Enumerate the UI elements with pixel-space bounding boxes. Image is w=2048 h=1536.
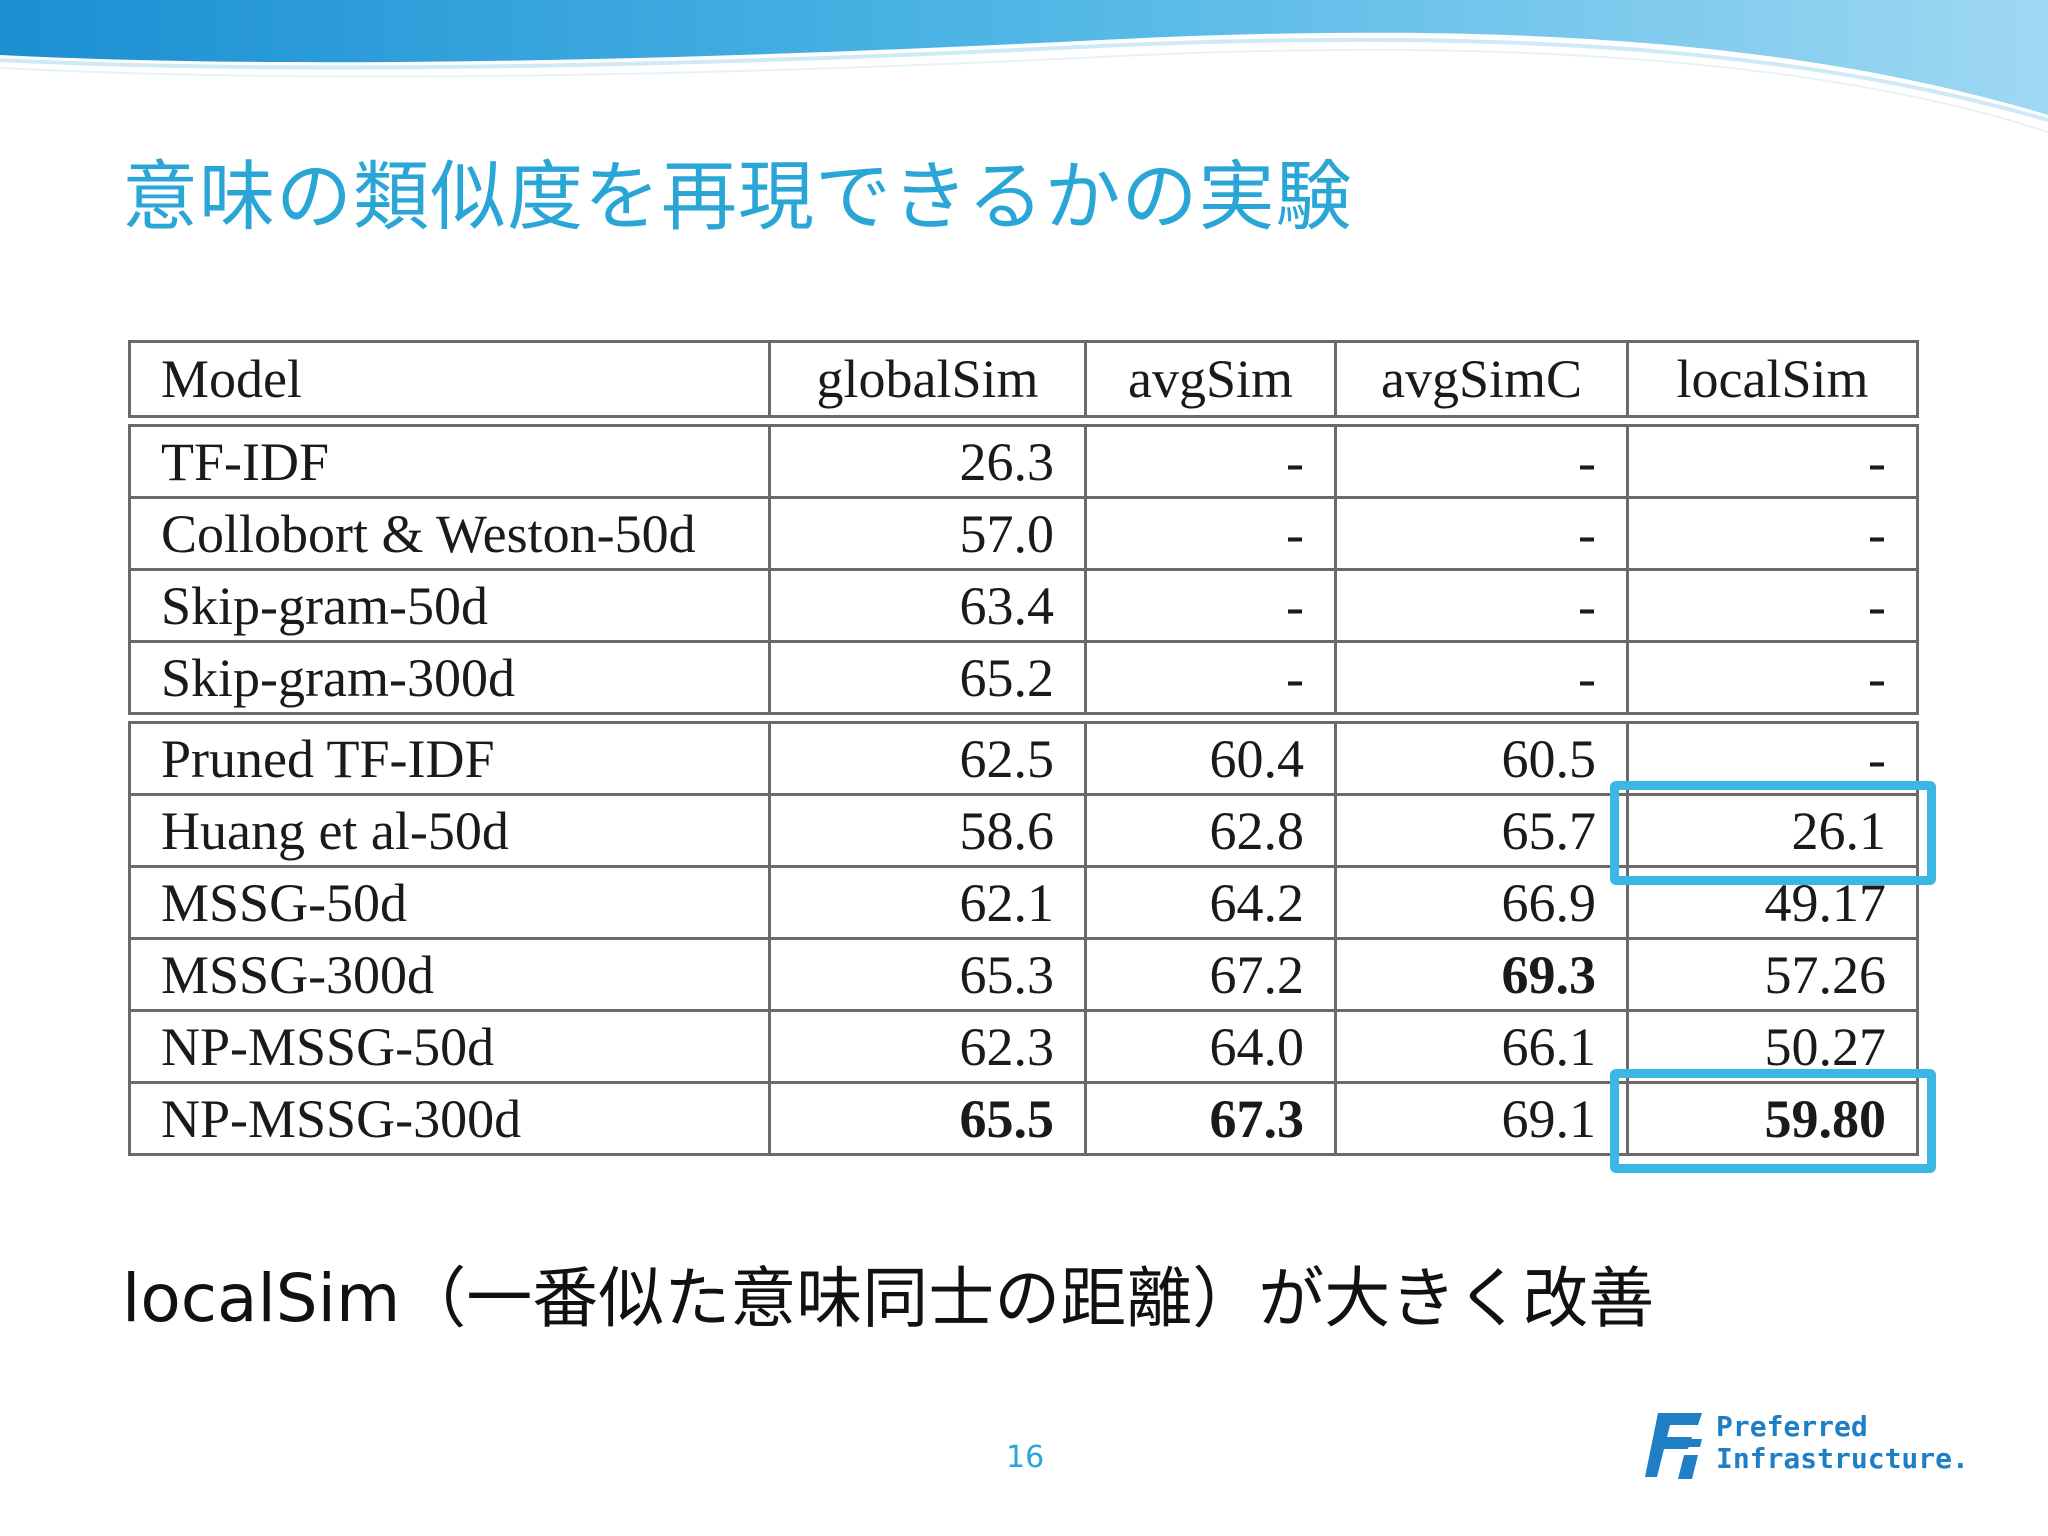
table-row: NP-MSSG-300d 65.5 67.3 69.1 59.80: [128, 1081, 1919, 1156]
score-cell: 69.1: [1334, 1081, 1629, 1156]
score-cell: 62.5: [768, 721, 1087, 796]
score-cell: 59.80: [1626, 1081, 1919, 1156]
score-cell: 69.3: [1334, 937, 1629, 1012]
score-cell: -: [1626, 568, 1919, 643]
highlight-box-huang-localsim: [1609, 780, 1936, 885]
score-cell: 65.2: [768, 640, 1087, 715]
score-cell: -: [1334, 640, 1629, 715]
score-cell: -: [1084, 496, 1337, 571]
score-cell: 65.7: [1334, 793, 1629, 868]
score-cell: -: [1084, 568, 1337, 643]
model-name-cell: NP-MSSG-50d: [128, 1009, 771, 1084]
score-cell: 60.5: [1334, 721, 1629, 796]
table-header-cell: avgSimC: [1334, 340, 1629, 418]
company-logo: Preferred Infrastructure.: [1640, 1405, 1970, 1485]
score-cell: 26.3: [768, 424, 1087, 499]
score-cell: -: [1626, 424, 1919, 499]
score-cell: 66.9: [1334, 865, 1629, 940]
score-cell: 65.3: [768, 937, 1087, 1012]
score-cell: 62.3: [768, 1009, 1087, 1084]
table-header-cell: localSim: [1626, 340, 1919, 418]
score-cell: 26.1: [1626, 793, 1919, 868]
score-cell: 64.0: [1084, 1009, 1337, 1084]
model-name-cell: NP-MSSG-300d: [128, 1081, 771, 1156]
score-cell: 58.6: [768, 793, 1087, 868]
score-cell: -: [1626, 496, 1919, 571]
table-group-gap: [130, 714, 1918, 723]
table-row: Huang et al-50d 58.6 62.8 65.7 26.1: [128, 793, 1919, 868]
header-wave-decoration: [0, 0, 2048, 133]
model-name-cell: Pruned TF-IDF: [128, 721, 771, 796]
slide-caption: localSim（一番似た意味同士の距離）が大きく改善: [122, 1260, 1655, 1337]
model-name-cell: TF-IDF: [128, 424, 771, 499]
table-row: MSSG-300d 65.3 67.2 69.3 57.26: [128, 937, 1919, 1012]
score-cell: -: [1084, 424, 1337, 499]
score-cell: 57.0: [768, 496, 1087, 571]
results-table: Model globalSim avgSim avgSimC localSim TF-ID…: [128, 340, 1919, 1156]
pfi-logo-icon: [1645, 1413, 1702, 1479]
highlight-box-npmssg300-localsim: [1609, 1068, 1936, 1173]
score-cell: 62.1: [768, 865, 1087, 940]
model-name-cell: Huang et al-50d: [128, 793, 771, 868]
model-name-cell: Skip-gram-300d: [128, 640, 771, 715]
score-cell: 57.26: [1626, 937, 1919, 1012]
logo-text: Preferred Infrastructure.: [1716, 1411, 1969, 1475]
model-name-cell: Collobort & Weston-50d: [128, 496, 771, 571]
logo-line1: Preferred: [1716, 1410, 1868, 1443]
logo-line2: Infrastructure.: [1716, 1442, 1969, 1475]
score-cell: 63.4: [768, 568, 1087, 643]
score-cell: -: [1334, 568, 1629, 643]
results-table-container: Model globalSim avgSim avgSimC localSim TF-ID…: [128, 340, 1936, 1173]
score-cell: 60.4: [1084, 721, 1337, 796]
table-row: TF-IDF 26.3- - -: [128, 424, 1919, 499]
score-cell: -: [1626, 640, 1919, 715]
score-cell: 67.3: [1084, 1081, 1337, 1156]
slide-title: 意味の類似度を再現できるかの実験: [122, 152, 1353, 241]
page-number: 16: [1006, 1440, 1045, 1475]
model-name-cell: MSSG-300d: [128, 937, 771, 1012]
table-row: Pruned TF-IDF 62.5 60.4 60.5-: [128, 721, 1919, 796]
score-cell: 64.2: [1084, 865, 1337, 940]
table-row: Skip-gram-50d 63.4- - -: [128, 568, 1919, 643]
table-row: Skip-gram-300d 65.2- - -: [128, 640, 1919, 715]
score-cell: 66.1: [1334, 1009, 1629, 1084]
score-cell: -: [1084, 640, 1337, 715]
table-header-cell: globalSim: [768, 340, 1087, 418]
model-name-cell: Skip-gram-50d: [128, 568, 771, 643]
score-cell: 65.5: [768, 1081, 1087, 1156]
score-cell: -: [1334, 496, 1629, 571]
score-cell: 62.8: [1084, 793, 1337, 868]
model-name-cell: MSSG-50d: [128, 865, 771, 940]
table-row: Collobort & Weston-50d 57.0- - -: [128, 496, 1919, 571]
score-cell: 67.2: [1084, 937, 1337, 1012]
table-group-gap: [130, 417, 1918, 426]
score-cell: -: [1334, 424, 1629, 499]
table-header-cell: avgSim: [1084, 340, 1337, 418]
table-header-cell: Model: [128, 340, 771, 418]
table-header-row: Model globalSim avgSim avgSimC localSim: [128, 340, 1919, 418]
